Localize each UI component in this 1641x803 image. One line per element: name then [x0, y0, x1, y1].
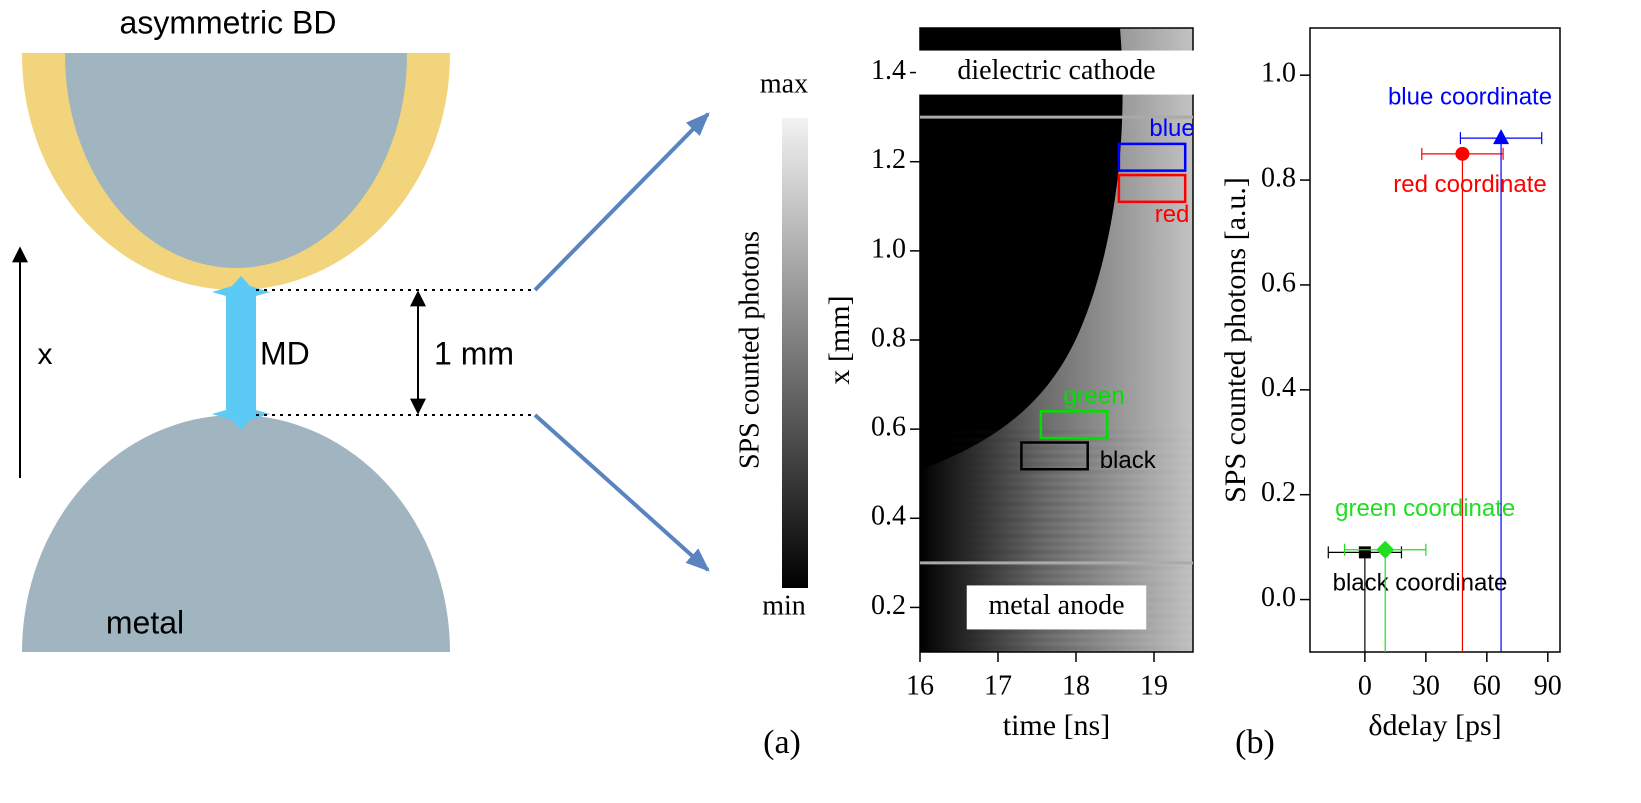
- y-tick-label: 0.6: [871, 412, 906, 443]
- region-box: [1039, 410, 1109, 440]
- y-tick-label: 0.4: [871, 501, 906, 532]
- point-label: blue coordinate: [1388, 83, 1552, 110]
- heatmap-texture: [920, 478, 1193, 482]
- x-tick-label: 19: [1140, 670, 1168, 701]
- x-tick-label: 17: [984, 670, 1012, 701]
- x-tick-label: 30: [1412, 670, 1440, 701]
- heatmap-texture: [920, 510, 1193, 514]
- heatmap-texture: [920, 646, 1193, 650]
- y-tick-label: 0.8: [871, 322, 906, 353]
- region-box: [1117, 142, 1187, 172]
- heatmap-texture: [920, 454, 1193, 458]
- point-label: red coordinate: [1393, 171, 1546, 198]
- region-box: [1117, 173, 1187, 204]
- y-tick-label: 0.6: [1261, 267, 1296, 298]
- point: [1376, 540, 1395, 559]
- x-tick-label: 60: [1473, 670, 1501, 701]
- heatmap-texture: [920, 470, 1193, 474]
- y-axis-label: SPS counted photons [a.u.]: [1219, 177, 1252, 503]
- heatmap-texture: [920, 662, 1193, 666]
- x-tick-label: 90: [1534, 670, 1562, 701]
- panel-label: (b): [1235, 724, 1275, 761]
- plot-frame: [1309, 27, 1561, 653]
- heatmap-texture: [920, 502, 1193, 506]
- heatmap-texture: [920, 638, 1193, 642]
- point: [1358, 546, 1371, 559]
- point: [1455, 146, 1470, 161]
- diagram: asymmetric BD x MD 1 mm metal: [12, 4, 710, 652]
- heatmap-image: [920, 28, 1193, 666]
- heatmap-texture: [920, 462, 1193, 466]
- annotation: metal anode: [988, 590, 1124, 621]
- zoom-arrow: [533, 112, 710, 292]
- region-label: red: [1155, 201, 1190, 228]
- top-label: asymmetric BD: [120, 4, 337, 40]
- heatmap-texture: [920, 438, 1193, 442]
- channel-label: MD: [260, 335, 310, 371]
- x-axis-label: δdelay [ps]: [1368, 709, 1501, 742]
- panel-label: (a): [763, 724, 801, 761]
- colorbar: [782, 118, 808, 588]
- heatmap-texture: [920, 518, 1193, 522]
- axis-label: x: [38, 338, 53, 371]
- x-axis-label: time [ns]: [1003, 709, 1110, 742]
- annotation: dielectric cathode: [957, 55, 1155, 86]
- gap-label: 1 mm: [434, 335, 514, 371]
- y-tick-label: 1.4: [871, 55, 906, 86]
- heatmap-texture: [920, 486, 1193, 490]
- heatmap-texture: [920, 630, 1193, 634]
- heatmap-texture: [920, 542, 1193, 546]
- region-box: [1020, 441, 1089, 471]
- region-label: black: [1100, 447, 1157, 474]
- annotation-box: [966, 585, 1147, 630]
- anode-shape: [22, 415, 450, 652]
- y-axis-label: x [mm]: [823, 295, 856, 384]
- colorbar-min: min: [762, 590, 806, 621]
- y-tick-label: 0.2: [871, 590, 906, 621]
- y-tick-label: 0.0: [1261, 582, 1296, 613]
- point-label: green coordinate: [1335, 495, 1515, 522]
- heatmap-texture: [920, 526, 1193, 530]
- y-tick-label: 0.4: [1261, 372, 1296, 403]
- y-tick-label: 1.2: [871, 144, 906, 175]
- heatmap-texture: [920, 430, 1193, 434]
- point: [1493, 129, 1510, 145]
- point-label: black coordinate: [1333, 570, 1508, 597]
- heatmap-texture: [920, 582, 1193, 586]
- heatmap-texture: [920, 494, 1193, 498]
- colorbar-max: max: [760, 68, 808, 99]
- heatmap-texture: [920, 534, 1193, 538]
- colorbar-label: SPS counted photons: [734, 231, 765, 469]
- region-label: green: [1063, 383, 1124, 410]
- cathode-shape: [22, 53, 450, 290]
- heatmap-texture: [920, 446, 1193, 450]
- y-tick-label: 1.0: [1261, 58, 1296, 89]
- annotation-box: [916, 50, 1197, 95]
- heatmap-texture: [920, 558, 1193, 562]
- x-tick-label: 0: [1358, 670, 1372, 701]
- bottom-label: metal: [106, 604, 184, 640]
- x-tick-label: 18: [1062, 670, 1090, 701]
- heatmap-texture: [920, 550, 1193, 554]
- discharge-channel: [212, 276, 270, 430]
- heatmap-texture: [920, 574, 1193, 578]
- y-tick-label: 0.8: [1261, 162, 1296, 193]
- region-label: blue: [1149, 115, 1194, 142]
- heatmap-texture: [920, 654, 1193, 658]
- x-tick-label: 16: [906, 670, 934, 701]
- heatmap-texture: [920, 566, 1193, 570]
- y-tick-label: 0.2: [1261, 477, 1296, 508]
- zoom-arrow: [533, 413, 710, 572]
- y-tick-label: 1.0: [871, 233, 906, 264]
